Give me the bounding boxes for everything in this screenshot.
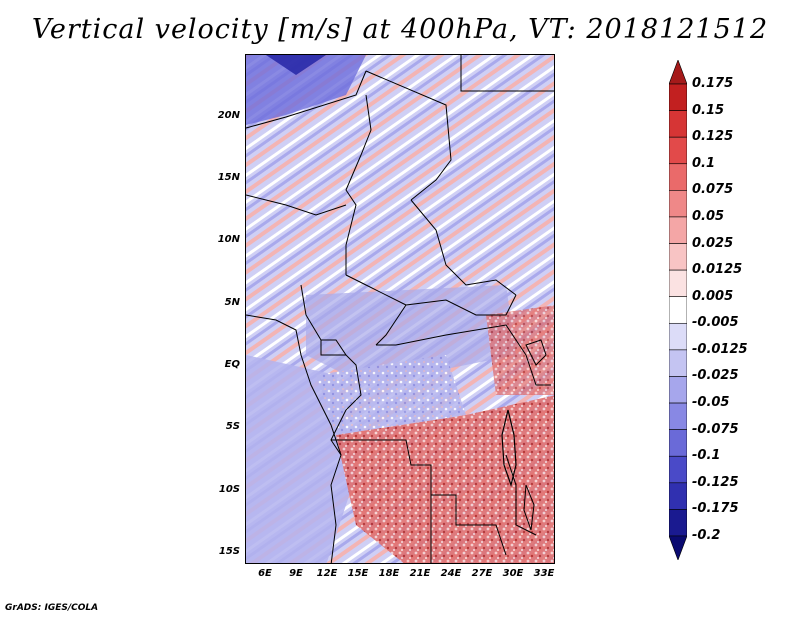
colorbar-label: -0.005 — [692, 315, 739, 331]
colorbar-cap-top — [669, 60, 687, 85]
country-borders — [246, 55, 554, 563]
colorbar-label: 0.0125 — [692, 262, 743, 278]
colorbar-segment — [669, 429, 687, 457]
lon-label-30e: 30E — [502, 568, 524, 579]
lat-label-5s: 5S — [225, 421, 240, 432]
lake-tanganyika — [501, 409, 517, 488]
colorbar-segment — [669, 322, 687, 351]
colorbar-label: 0.005 — [692, 288, 734, 304]
lat-label-15n: 15N — [217, 172, 240, 183]
coastline — [246, 314, 342, 456]
colorbar-segment — [669, 509, 687, 537]
lon-label-27e: 27E — [471, 568, 493, 579]
colorbar-label: -0.2 — [692, 528, 721, 543]
colorbar-label: 0.15 — [692, 102, 725, 118]
colorbar-label: 0.025 — [692, 235, 734, 251]
lon-label-9e: 9E — [289, 568, 303, 579]
colorbar-segment — [669, 190, 687, 218]
lon-label-24e: 24E — [440, 568, 462, 579]
colorbar-segment — [669, 402, 687, 430]
colorbar-segment — [669, 110, 687, 138]
lon-label-6e: 6E — [258, 568, 272, 579]
ascent-region-south — [336, 395, 554, 563]
lon-label-21e: 21E — [409, 568, 431, 579]
colorbar-label: 0.05 — [692, 208, 725, 224]
colorbar-label: 0.075 — [692, 182, 734, 198]
colorbar-segment — [669, 243, 687, 271]
lat-label-15s: 15S — [218, 546, 240, 557]
lat-label-5n: 5N — [224, 297, 240, 308]
colorbar-segment — [669, 83, 687, 111]
lon-label-12e: 12E — [316, 568, 338, 579]
colorbar-segment — [669, 482, 687, 510]
colorbar-label: 0.1 — [692, 155, 716, 171]
lat-label-10n: 10N — [217, 234, 240, 245]
colorbar-label: -0.0125 — [692, 341, 748, 357]
velocity-map — [246, 55, 554, 563]
lake-victoria — [525, 339, 547, 366]
colorbar — [669, 60, 687, 560]
footer-credit: GrADS: IGES/COLA — [5, 603, 99, 613]
lat-label-10s: 10S — [218, 484, 240, 495]
subsidence-region-central — [306, 285, 516, 385]
colorbar-label: 0.125 — [692, 129, 734, 145]
colorbar-label: -0.175 — [692, 501, 739, 517]
lake-malawi — [523, 484, 535, 531]
lon-label-33e: 33E — [533, 568, 555, 579]
mixed-region-congo — [316, 355, 466, 435]
colorbar-segment — [669, 216, 687, 244]
ascent-region-east — [486, 305, 554, 395]
colorbar-segment — [669, 163, 687, 191]
colorbar-segment — [669, 455, 687, 484]
chart-title: Vertical velocity [m/s] at 400hPa, VT: 2… — [31, 14, 769, 45]
lon-label-18e: 18E — [378, 568, 400, 579]
colorbar-label: -0.125 — [692, 474, 739, 490]
colorbar-label: 0.175 — [692, 76, 734, 91]
colorbar-label: -0.05 — [692, 395, 730, 411]
lon-label-15e: 15E — [347, 568, 369, 579]
lat-label-eq: EQ — [224, 359, 240, 370]
colorbar-segment — [669, 136, 687, 165]
colorbar-cap-bottom — [669, 535, 687, 560]
lat-label-20n: 20N — [217, 110, 240, 121]
map-panel — [245, 54, 555, 564]
colorbar-label: -0.1 — [692, 448, 721, 464]
colorbar-segment — [669, 349, 687, 377]
colorbar-segment — [669, 269, 687, 298]
colorbar-label: -0.075 — [692, 421, 739, 437]
strong-subsidence-core — [266, 55, 326, 75]
subsidence-region-north — [246, 55, 366, 125]
colorbar-label: -0.025 — [692, 368, 739, 384]
colorbar-segment — [669, 376, 687, 404]
colorbar-segment — [669, 296, 687, 324]
